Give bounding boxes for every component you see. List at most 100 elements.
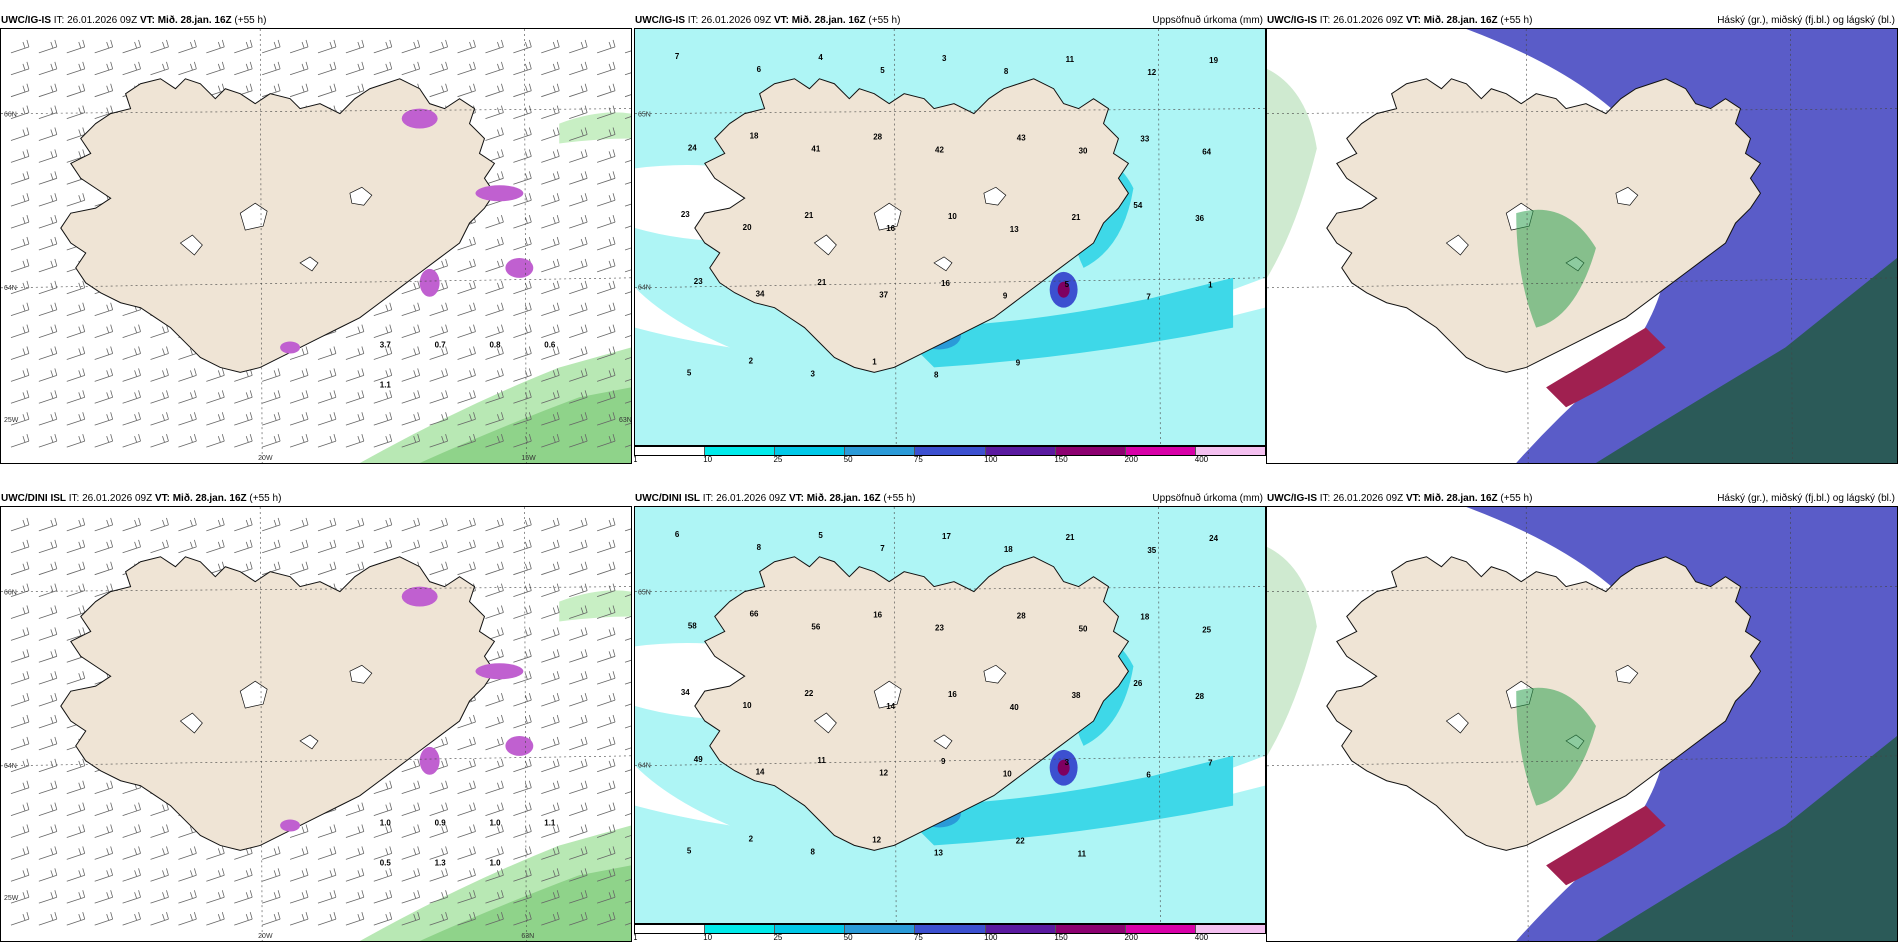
- wind-barb: [38, 368, 58, 382]
- value-label: 28: [1017, 611, 1026, 620]
- wind-barb: [317, 434, 337, 448]
- wind-barb: [569, 302, 588, 317]
- wind-barb: [178, 434, 197, 448]
- wind-barb: [541, 258, 560, 273]
- colorbar-cell: [1195, 447, 1265, 455]
- wind-barb: [485, 39, 504, 54]
- wind-barb: [457, 780, 476, 795]
- wind-barb: [624, 900, 631, 904]
- value-label: 58: [688, 621, 697, 630]
- lead-time: (+55 h): [865, 15, 901, 26]
- lead-time: (+55 h): [1497, 15, 1533, 26]
- glacier: [349, 664, 373, 684]
- wind-barb: [262, 846, 281, 860]
- colorbar-cell: [915, 447, 986, 455]
- graticule: 65N 64N: [635, 507, 1265, 923]
- map-area: 66N 64N 25W 20W 15W 63N 3.7 0.7 0.8 0.6 1.1: [0, 28, 632, 464]
- wind-barb: [345, 846, 365, 860]
- wind-barb: [513, 127, 532, 141]
- wind-barb: [10, 236, 30, 251]
- wind-barb: [624, 181, 631, 185]
- wind-barb: [457, 61, 476, 76]
- wind-barb: [513, 868, 532, 882]
- wind-barb: [38, 627, 58, 641]
- wind-barb: [596, 912, 616, 926]
- wind-barb: [234, 412, 253, 426]
- wind-barb: [401, 868, 421, 882]
- wind-barb: [569, 127, 588, 141]
- wind-barb: [289, 434, 309, 448]
- lead-time: (+55 h): [246, 493, 282, 504]
- wind-barb: [122, 346, 141, 360]
- wind-barb: [513, 627, 532, 641]
- wind-barb: [485, 346, 504, 360]
- wind-barb: [10, 780, 30, 795]
- wind-barb: [429, 780, 448, 795]
- wind-barb: [513, 846, 532, 860]
- wind-barb: [485, 868, 504, 882]
- wind-barb: [624, 203, 631, 207]
- lead-time: (+55 h): [231, 15, 267, 26]
- panel-title: UWC/IG-IS IT: 26.01.2026 09Z VT: Mið. 28…: [1267, 492, 1532, 506]
- wind-barb: [38, 236, 58, 251]
- wind-barb: [624, 550, 631, 554]
- wind-barb: [373, 368, 393, 382]
- panel-header: UWC/DINI ISL IT: 26.01.2026 09Z VT: Mið.…: [634, 492, 1266, 506]
- wind-barb: [345, 912, 365, 926]
- snow-field: [280, 341, 301, 354]
- wind-barb: [206, 434, 225, 448]
- wind-barb: [624, 159, 631, 163]
- wind-barb: [38, 412, 58, 426]
- wind-barb: [94, 912, 114, 926]
- glacier: [983, 186, 1007, 206]
- wind-barb: [38, 434, 58, 448]
- wind-barb: [541, 368, 560, 382]
- wind-barb: [485, 390, 504, 404]
- wind-barb: [541, 280, 560, 295]
- wind-barb: [401, 412, 421, 426]
- wind-barb: [10, 561, 30, 576]
- map-area: 65N 64N 7 6 4 5 3 8 11 12 19 24 18 41 28 42 43 30 33 64 23 20…: [634, 28, 1266, 446]
- glacier: [813, 712, 837, 734]
- wind-barb: [94, 61, 114, 76]
- snow-field: [475, 185, 524, 202]
- value-label: 1.0: [489, 819, 501, 828]
- value-label: 1: [1208, 281, 1213, 290]
- wind-barb: [38, 302, 58, 317]
- value-label: 13: [1010, 225, 1019, 234]
- wind-barb: [429, 434, 448, 448]
- wind-barb: [541, 846, 560, 860]
- value-label: 12: [1147, 68, 1156, 77]
- wind-barb: [513, 346, 532, 360]
- value-label: 6: [675, 530, 680, 539]
- wind-barb: [10, 693, 30, 707]
- value-label: 16: [886, 224, 895, 233]
- wind-barb: [457, 390, 476, 404]
- wind-barb: [150, 802, 169, 816]
- init-time: IT: 26.01.2026 09Z: [51, 15, 140, 26]
- wind-barb: [262, 390, 281, 404]
- wind-barb: [624, 528, 631, 532]
- wind-barb: [345, 324, 365, 338]
- colorbar-cell: [1055, 447, 1126, 455]
- wind-barb: [317, 846, 337, 860]
- grid-label: 65N: [638, 590, 651, 597]
- wind-barb: [457, 824, 476, 838]
- wind-barb: [317, 412, 337, 426]
- value-label: 11: [1066, 55, 1075, 64]
- wind-barb: [38, 149, 58, 163]
- value-label: 34: [681, 688, 690, 697]
- wind-barb: [94, 802, 114, 816]
- wind-barb: [513, 517, 532, 532]
- wind-barb: [66, 346, 86, 360]
- glacier: [813, 234, 837, 256]
- value-label: 5: [1065, 280, 1070, 289]
- glacier: [179, 712, 203, 734]
- map-svg: [1267, 29, 1897, 463]
- value-label: 21: [804, 211, 813, 220]
- glacier: [239, 680, 268, 709]
- wind-barb: [401, 39, 421, 54]
- wind-barb: [457, 324, 476, 338]
- wind-barb: [10, 517, 30, 532]
- wind-barb: [624, 94, 631, 98]
